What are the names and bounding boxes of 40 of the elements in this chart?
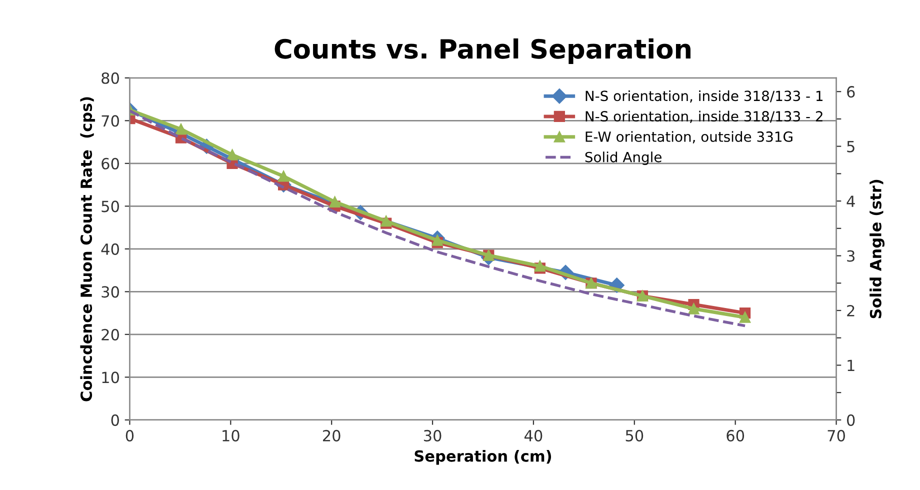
point	[278, 170, 290, 182]
legend-label: E-W orientation, outside 331G	[586, 131, 792, 144]
y-tick-label: 40	[101, 243, 119, 255]
x-axis-title: Seperation (cm)	[414, 450, 552, 465]
y-tick-label: 20	[102, 328, 119, 340]
chart-title: Counts vs. Panel Separation	[274, 38, 690, 64]
x-tick-label: 0	[126, 430, 134, 442]
point	[534, 260, 546, 272]
y-tick-label: 10	[102, 372, 119, 384]
point	[175, 124, 187, 135]
y-tick-label: 70	[102, 115, 119, 127]
y-tick-label: 30	[102, 286, 119, 298]
y2-tick-label: 6	[847, 86, 855, 98]
y-tick-label: 80	[102, 72, 119, 84]
x-tick-label: 40	[524, 430, 542, 442]
y-tick-label: 50	[102, 200, 119, 212]
legend-label: N-S orientation, inside 318/133 - 1	[586, 90, 822, 103]
x-tick-label: 10	[222, 430, 240, 442]
point	[226, 149, 238, 160]
point	[739, 312, 751, 323]
point	[688, 303, 700, 314]
y2-axis-title: Solid Angle (str)	[870, 180, 885, 318]
y2-tick-label: 1	[848, 360, 854, 372]
legend-label: Solid Angle	[585, 152, 662, 166]
y2-tick-label: 4	[846, 196, 855, 207]
x-tick-label: 70	[828, 430, 845, 442]
point	[329, 196, 340, 208]
y2-tick-label: 3	[847, 250, 854, 262]
x-tick-label: 60	[726, 430, 744, 442]
y2-tick-label: 0	[847, 414, 855, 426]
point	[432, 234, 443, 246]
legend-label: N-S orientation, inside 318/133 - 2	[586, 110, 822, 123]
y2-tick-label: 2	[847, 304, 854, 316]
y2-tick-label: 5	[847, 140, 854, 152]
y-axis-title: Coincdence Muon Count Rate (cps)	[80, 97, 95, 402]
x-tick-label: 30	[424, 430, 442, 442]
x-tick-label: 20	[322, 430, 340, 442]
y-tick-label: 60	[102, 158, 119, 170]
y-tick-label: 0	[111, 414, 119, 426]
x-tick-label: 50	[626, 430, 644, 442]
